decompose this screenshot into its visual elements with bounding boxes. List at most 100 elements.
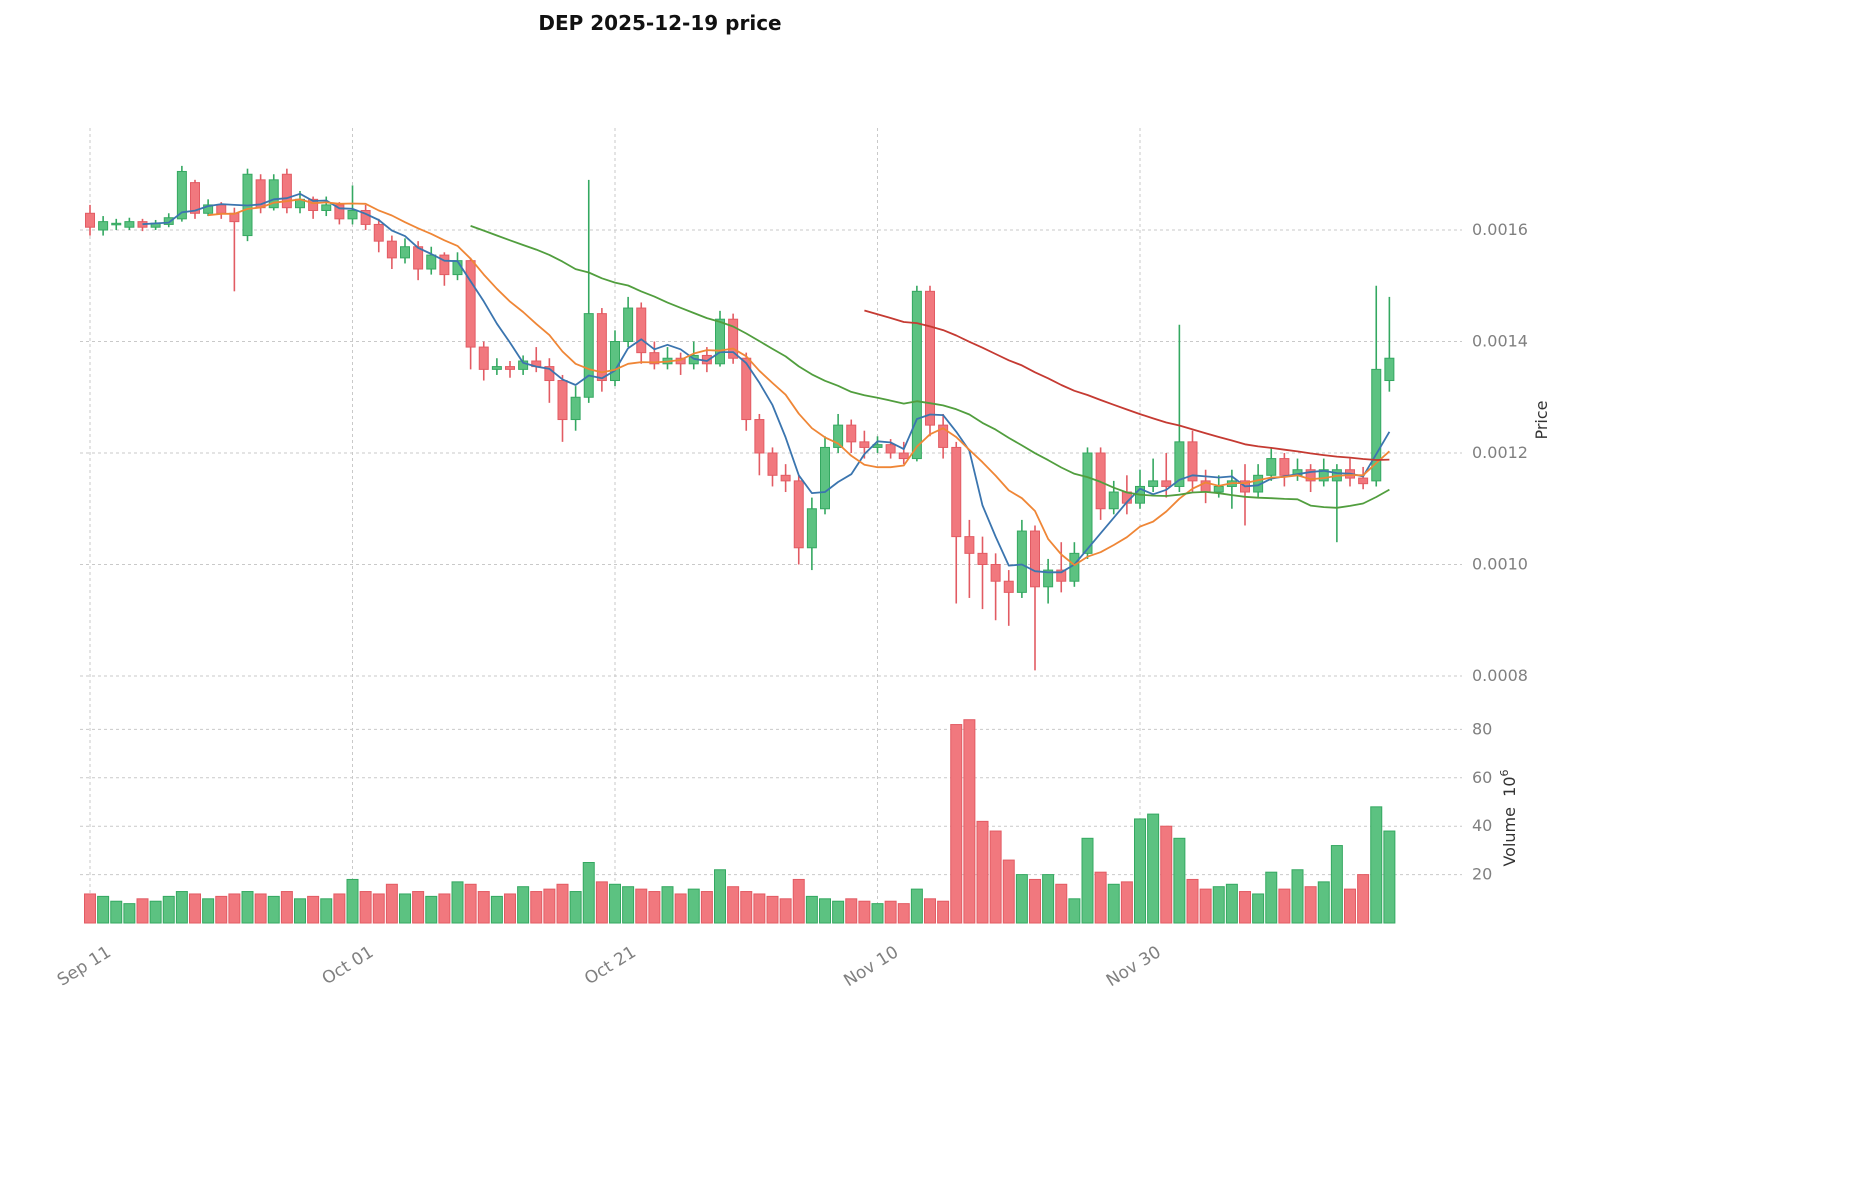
volume-bar [530,891,543,924]
candle-body [360,209,371,225]
candle-body [1305,469,1316,482]
x-tick-label: Sep 11 [54,942,115,990]
volume-bar [372,893,385,924]
candle-body [610,341,620,382]
volume-bar [779,898,792,924]
candle-body [846,424,857,443]
candle-body [334,204,345,220]
volume-bar [136,898,149,924]
volume-bar [648,891,661,924]
candle-body [124,221,135,228]
candle-body [793,480,804,549]
price-axis-label: Price [1532,400,1551,439]
price-tick-label: 0.0010 [1472,555,1528,574]
volume-bar [937,900,950,924]
volume-bar [333,893,346,924]
x-tick-label: Oct 21 [581,942,639,989]
volume-bar [845,898,858,924]
candle-body [833,424,844,448]
volume-bar [254,893,267,924]
candle-body [281,173,292,209]
candle-body [649,352,660,365]
price-tick-label: 0.0016 [1472,220,1528,239]
candle-body [767,452,778,476]
candle-body [1318,469,1329,482]
volume-tick-label: 60 [1472,768,1492,787]
volume-bar [1225,883,1238,924]
chart-layers: 0.0008 0.0010 0.0012 0.0014 0.0016 20 40 60 80 Se… [54,128,1528,991]
volume-bar [740,891,753,924]
volume-bar [280,891,293,924]
volume-bar [359,891,372,924]
volume-bar [727,886,740,924]
candle-body [1003,580,1014,593]
volume-bar [1081,837,1094,924]
volume-bar [1212,886,1225,924]
volume-bar [346,878,359,924]
volume-bar [1330,845,1343,924]
candle-body [977,552,988,565]
candle-body [1213,485,1224,493]
candle-body [1279,458,1290,476]
volume-bar [595,881,608,924]
volume-bar [307,895,320,924]
volume-bar [635,888,648,924]
candle-body [1371,368,1382,482]
volume-bar [858,900,871,924]
volume-bar [1239,891,1251,924]
candle-body [990,564,1001,582]
candle-body [583,313,594,398]
volume-bar [1252,893,1265,924]
volume-bar [1278,888,1291,924]
candle-body [911,290,922,460]
volume-bar [215,895,228,924]
volume-bar [1344,888,1356,924]
candle-body [557,380,568,421]
candle-body [623,307,634,342]
candle-body [1016,530,1027,593]
volume-bar [674,893,687,924]
candle-body [938,424,949,448]
chart-title: DEP 2025-12-19 price [538,11,781,35]
volume-bar [963,719,976,924]
volume-bar [399,893,411,924]
candle-body [1187,441,1198,482]
x-tick-label: Nov 30 [1103,942,1165,991]
volume-bar [202,898,215,924]
volume-bar [1383,830,1396,924]
candle-body [570,396,581,421]
volume-bar [123,903,136,924]
candle-body [925,290,935,426]
volume-bar [320,898,333,924]
volume-bar [1134,818,1146,924]
candles [85,165,1395,671]
candle-body [176,170,187,220]
volume-bar [175,891,188,924]
volume-bar [687,888,700,924]
volume-bar [569,891,582,924]
volume-bar [1042,874,1055,924]
candle-body [1161,480,1172,487]
volume-bar [385,883,398,924]
volume-bars [84,719,1396,924]
candle-body [1082,452,1093,554]
volume-bar [490,895,503,924]
candle-body [1056,569,1067,582]
candle-body [386,240,397,259]
candle-body [85,212,95,228]
volume-bar [1199,888,1212,924]
volume-bar [989,830,1002,924]
volume-bar [832,900,845,924]
volume-bar [464,883,477,924]
volume-bar [792,878,805,924]
volume-bar [162,895,175,924]
volume-bar [805,895,818,924]
volume-bar [1186,878,1199,924]
candle-body [491,366,502,370]
candle-body [163,217,174,225]
volume-tick-label: 80 [1472,719,1492,738]
volume-bar [1055,883,1068,924]
candle-body [1174,441,1185,487]
candle-body [1266,458,1277,476]
